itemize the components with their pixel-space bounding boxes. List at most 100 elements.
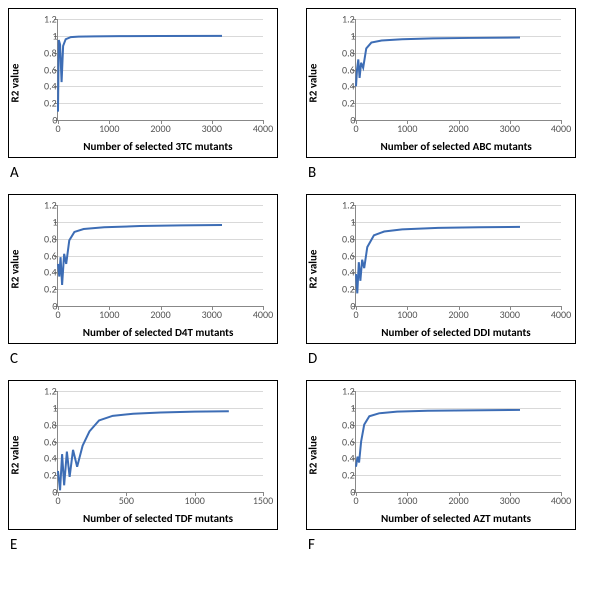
plot-area: 00.20.40.60.811.201000200030004000 [57,205,263,307]
y-tick-label: 0.2 [342,97,355,110]
panel-C: R2 valueNumber of selected D4T mutants00… [8,194,294,368]
x-tick-label: 1000 [397,308,417,321]
y-tick-label: 0.6 [44,249,57,262]
y-tick-label: 1 [350,29,355,42]
x-tick-label: 1000 [99,308,119,321]
x-tick-label: 1000 [397,494,417,507]
panel-label: A [10,164,294,182]
y-tick-label: 0.8 [44,418,57,431]
chart-box: R2 valueNumber of selected D4T mutants00… [8,194,278,344]
plot-area: 00.20.40.60.811.2050010001500 [57,391,263,493]
chart-box: R2 valueNumber of selected DDI mutants00… [306,194,576,344]
x-tick-label: 2000 [448,308,468,321]
y-tick-label: 0.8 [44,232,57,245]
data-line [356,391,561,492]
chart-box: R2 valueNumber of selected TDF mutants00… [8,380,278,530]
x-tick-label: 4000 [253,122,273,135]
y-tick-label: 0.4 [44,452,57,465]
x-tick-label: 2000 [150,308,170,321]
chart-box: R2 valueNumber of selected 3TC mutants00… [8,8,278,158]
y-tick-label: 1.2 [44,385,57,398]
y-tick-label: 1 [52,29,57,42]
y-tick-label: 0.6 [342,249,355,262]
x-tick-label: 1500 [253,494,273,507]
panel-B: R2 value Number of selected ABC mutants 0 0… [306,8,592,182]
chart-box: R2 valueNumber of selected AZT mutants00… [306,380,576,530]
data-line [356,19,561,120]
x-tick-label: 0 [353,308,358,321]
x-axis-label: Number of selected 3TC mutants [83,140,232,153]
x-tick-label: 3000 [500,308,520,321]
y-tick-label: 0.2 [342,283,355,296]
plot-area: 00.20.40.60.811.201000200030004000 [355,205,561,307]
y-tick-label: 0.8 [342,418,355,431]
x-tick-label: 4000 [551,494,571,507]
y-tick-label: 0.2 [44,469,57,482]
y-tick-label: 0.8 [44,46,57,59]
y-tick-label: 0.8 [342,232,355,245]
y-axis-label: R2 value [9,44,22,83]
y-axis-label: R2 value [307,230,320,269]
y-axis-label: R2 value [307,44,320,83]
x-tick-label: 1000 [397,122,417,135]
plot-area: 00.20.40.60.811.201000200030004000 [355,391,561,493]
x-tick-label: 0 [55,122,60,135]
y-tick-label: 0.6 [342,435,355,448]
panel-label: C [10,350,294,368]
x-tick-label: 0 [55,308,60,321]
x-tick-label: 4000 [551,122,571,135]
y-tick-label: 1.2 [342,13,355,26]
panel-D: R2 valueNumber of selected DDI mutants00… [306,194,592,368]
x-tick-label: 3000 [202,308,222,321]
panel-A: R2 valueNumber of selected 3TC mutants00… [8,8,294,182]
y-tick-label: 0.4 [342,80,355,93]
x-tick-label: 1000 [99,122,119,135]
y-tick-label: 0.6 [44,435,57,448]
chart-box: R2 value Number of selected ABC mutants 0 0… [306,8,576,158]
x-tick-label: 4000 [253,308,273,321]
y-axis-label: R2 value [9,230,22,269]
y-tick-label: 1 [350,401,355,414]
y-tick-label: 1.2 [342,199,355,212]
y-tick-label: 0.6 [44,63,57,76]
x-tick-label: 2000 [448,122,468,135]
x-tick-label: 500 [119,494,134,507]
chart-grid: R2 valueNumber of selected 3TC mutants00… [8,8,592,554]
y-tick-label: 0.2 [44,283,57,296]
y-tick-label: 0.4 [342,452,355,465]
x-tick-label: 3000 [500,122,520,135]
panel-label: D [308,350,592,368]
y-tick-label: 1 [52,215,57,228]
x-tick-label: 2000 [150,122,170,135]
data-line [356,205,561,306]
y-tick-label: 1.2 [342,385,355,398]
x-axis-label: Number of selected DDI mutants [381,326,530,339]
data-line [58,391,263,492]
y-tick-label: 0.6 [342,63,355,76]
x-tick-label: 1000 [185,494,205,507]
data-line [58,19,263,120]
y-tick-label: 0.2 [44,97,57,110]
x-axis-label: Number of selected AZT mutants [381,512,531,525]
x-tick-label: 0 [353,494,358,507]
y-tick-label: 0.2 [342,469,355,482]
x-axis-label: Number of selected ABC mutants [380,140,531,153]
data-line [58,205,263,306]
plot-area: 00.20.40.60.811.201000200030004000 [57,19,263,121]
panel-F: R2 valueNumber of selected AZT mutants00… [306,380,592,554]
x-axis-label: Number of selected TDF mutants [83,512,233,525]
x-tick-label: 0 [353,122,358,135]
panel-label: B [308,164,592,182]
x-axis-label: Number of selected D4T mutants [83,326,234,339]
y-axis-label: R2 value [307,416,320,455]
y-tick-label: 1 [350,215,355,228]
y-axis-label: R2 value [9,416,22,455]
x-tick-label: 3000 [500,494,520,507]
panel-label: F [308,536,592,554]
y-tick-label: 0.8 [342,46,355,59]
y-tick-label: 1.2 [44,199,57,212]
x-tick-label: 0 [55,494,60,507]
y-tick-label: 0.4 [342,266,355,279]
x-tick-label: 2000 [448,494,468,507]
panel-label: E [10,536,294,554]
